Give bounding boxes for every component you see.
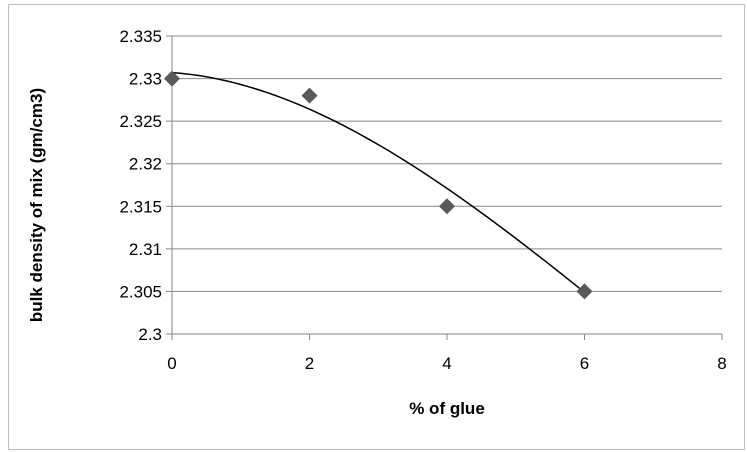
trendline xyxy=(171,71,585,293)
data-point-marker xyxy=(164,70,180,87)
axes xyxy=(166,35,723,340)
y-tick-label: 2.3 xyxy=(138,325,162,344)
trendline-layer xyxy=(171,71,585,293)
x-tick-label: 6 xyxy=(580,354,589,373)
data-point-marker xyxy=(439,198,455,215)
y-tick-label: 2.32 xyxy=(129,155,162,174)
y-axis-title: bulk density of mix (gm/cm3) xyxy=(27,88,46,322)
y-tick-label: 2.315 xyxy=(119,197,162,216)
x-axis-title: % of glue xyxy=(409,399,485,418)
x-tick-label: 0 xyxy=(167,354,176,373)
grid-lines xyxy=(172,35,722,292)
data-point-marker xyxy=(576,283,593,300)
y-tick-label: 2.33 xyxy=(129,70,162,89)
data-point-marker xyxy=(301,87,318,104)
y-tick-label: 2.305 xyxy=(119,282,162,301)
data-markers xyxy=(164,70,593,300)
x-tick-label: 8 xyxy=(717,354,726,373)
x-tick-label: 4 xyxy=(442,354,451,373)
x-tick-labels: 0 2 4 6 8 xyxy=(167,354,726,373)
y-tick-label: 2.31 xyxy=(129,240,162,259)
x-tick-label: 2 xyxy=(305,354,314,373)
y-tick-label: 2.335 xyxy=(119,27,162,46)
y-tick-labels: 2.3 2.305 2.31 2.315 2.32 2.325 2.33 2.335 xyxy=(119,27,162,344)
y-tick-label: 2.325 xyxy=(119,112,162,131)
